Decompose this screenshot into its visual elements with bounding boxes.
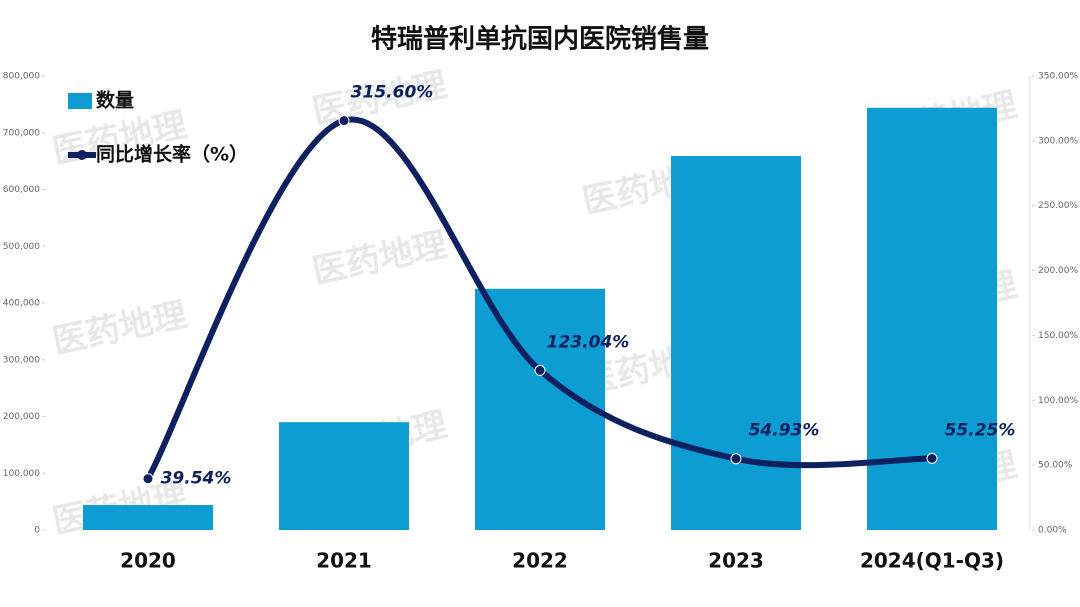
data-label: 39.54% — [161, 469, 232, 489]
legend-label: 数量 — [96, 89, 134, 112]
y2-tick-label: 300.00% — [1038, 136, 1078, 146]
line-point — [142, 473, 154, 485]
legend-label: 同比增长率（%） — [96, 143, 248, 166]
y2-tick-label: 350.00% — [1038, 72, 1078, 82]
bar — [279, 422, 409, 530]
x-tick-label: 2022 — [512, 549, 568, 573]
y-tick-label: 100,000 — [3, 469, 40, 479]
y-tick-label: 400,000 — [3, 299, 40, 309]
bar — [83, 505, 213, 530]
y2-tick-label: 100.00% — [1038, 396, 1078, 406]
y2-tick-label: 250.00% — [1038, 201, 1078, 211]
x-tick-label: 2023 — [708, 549, 764, 573]
y-tick-label: 500,000 — [3, 242, 40, 252]
y-tick-label: 0 — [34, 526, 40, 536]
line-point — [926, 452, 938, 464]
y-tick-label: 300,000 — [3, 355, 40, 365]
y2-tick-label: 200.00% — [1038, 266, 1078, 276]
data-label: 315.60% — [351, 83, 434, 103]
x-tick-label: 2024(Q1-Q3) — [860, 549, 1004, 573]
legend-swatch — [77, 150, 87, 160]
y2-tick-label: 50.00% — [1038, 461, 1073, 471]
bar — [475, 288, 605, 530]
line — [145, 116, 933, 481]
watermark: 医药地理 — [309, 225, 450, 292]
line-point — [730, 453, 742, 465]
data-label: 123.04% — [547, 332, 630, 352]
y-tick-label: 700,000 — [3, 128, 40, 138]
legend-swatch — [68, 93, 92, 109]
y-tick-label: 800,000 — [3, 72, 40, 82]
data-label: 54.93% — [749, 421, 820, 441]
y2-tick-label: 0.00% — [1038, 526, 1067, 536]
y-tick-label: 600,000 — [3, 185, 40, 195]
line-point — [534, 364, 546, 376]
watermark: 医药地理 — [49, 295, 190, 362]
line-point — [338, 115, 350, 127]
y2-tick-label: 150.00% — [1038, 331, 1078, 341]
x-tick-label: 2020 — [120, 549, 176, 573]
bar — [671, 156, 801, 530]
data-label: 55.25% — [945, 420, 1016, 440]
bar — [867, 107, 997, 530]
x-tick-label: 2021 — [316, 549, 372, 573]
y-tick-label: 200,000 — [3, 412, 40, 422]
chart-title: 特瑞普利单抗国内医院销售量 — [371, 24, 709, 55]
